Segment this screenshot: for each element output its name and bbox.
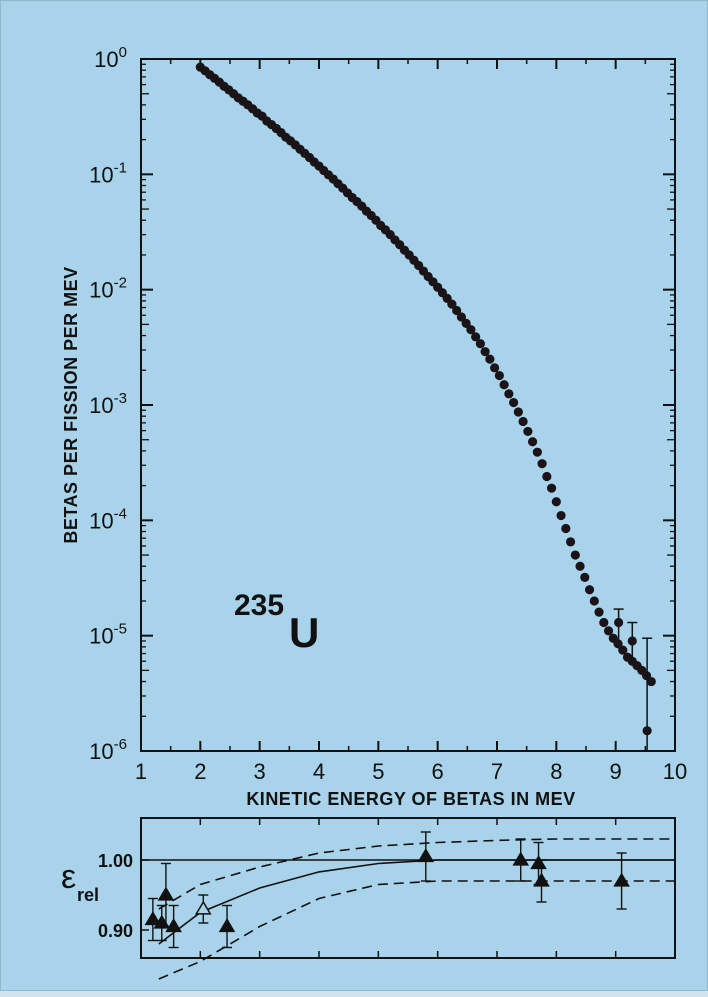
x-tick-label: 9 — [610, 759, 622, 784]
data-point — [523, 426, 533, 437]
data-point — [466, 325, 476, 335]
x-tick-label: 1 — [135, 759, 147, 784]
data-point — [546, 483, 557, 493]
x-tick-label: 8 — [550, 759, 562, 784]
efficiency-point — [613, 872, 630, 887]
y-tick-label: 10-3 — [89, 390, 127, 418]
data-point — [494, 370, 504, 381]
fit-curve — [158, 859, 675, 945]
x-tick-label: 10 — [663, 759, 687, 784]
band-upper — [158, 838, 675, 910]
data-point — [528, 437, 538, 447]
efficiency-axis-label-subscript: rel — [77, 885, 99, 905]
efficiency-plot-frame — [140, 817, 676, 959]
x-tick-label: 6 — [432, 759, 444, 784]
data-point — [556, 510, 566, 521]
efficiency-point — [157, 886, 175, 901]
data-point — [584, 585, 595, 595]
x-tick-label: 2 — [194, 759, 206, 784]
efficiency-point — [533, 872, 550, 887]
data-point — [603, 626, 614, 636]
efficiency-axis-label: ε — [61, 858, 76, 896]
efficiency-point — [165, 918, 182, 933]
data-point — [613, 639, 623, 649]
data-point — [589, 596, 599, 606]
efficiency-point — [144, 911, 162, 926]
efficiency-point — [218, 918, 236, 933]
x-tick-label: 4 — [313, 759, 325, 784]
data-point — [475, 339, 485, 349]
data-point — [456, 312, 466, 322]
isotope-mass-number: 235 — [234, 589, 284, 622]
data-point — [561, 523, 571, 534]
data-point — [447, 299, 457, 309]
data-point — [618, 645, 628, 655]
y-tick-label: 10-2 — [89, 275, 127, 303]
data-point — [599, 617, 609, 628]
efficiency-y-tick-label: 0.90 — [98, 921, 133, 941]
data-point — [646, 676, 656, 687]
data-point — [580, 572, 590, 583]
data-point — [575, 561, 585, 571]
data-point — [518, 416, 528, 427]
data-point — [480, 347, 490, 357]
data-point — [490, 363, 500, 373]
data-point — [504, 389, 514, 399]
x-tick-label: 7 — [491, 759, 503, 784]
data-point — [513, 407, 523, 417]
data-point — [485, 354, 495, 364]
efficiency-point — [530, 855, 547, 870]
data-point — [570, 550, 580, 560]
data-point — [532, 447, 542, 457]
x-axis-title: KINETIC ENERGY OF BETAS IN MEV — [246, 789, 575, 809]
data-point — [642, 726, 652, 736]
isotope-element: U — [289, 609, 319, 656]
y-tick-label: 10-5 — [89, 621, 127, 649]
data-point — [461, 318, 471, 328]
efficiency-y-tick-label: 1.00 — [98, 851, 133, 871]
data-point — [614, 617, 624, 628]
data-point — [471, 332, 481, 342]
data-point — [509, 397, 519, 408]
y-tick-label: 10-1 — [89, 159, 127, 187]
y-tick-label: 10-4 — [89, 505, 127, 533]
efficiency-point — [512, 851, 530, 866]
data-point — [551, 497, 561, 507]
efficiency-point-open — [194, 900, 212, 915]
data-point — [537, 459, 547, 469]
data-point — [542, 471, 552, 482]
x-tick-label: 3 — [254, 759, 266, 784]
main-plot-frame — [140, 58, 676, 752]
band-lower — [158, 880, 675, 980]
data-point — [627, 636, 637, 646]
y-tick-label: 100 — [94, 44, 127, 72]
data-point — [565, 537, 576, 547]
x-tick-label: 5 — [372, 759, 384, 784]
y-tick-label: 10-6 — [89, 736, 127, 764]
data-point — [452, 305, 462, 316]
efficiency-point — [417, 848, 435, 863]
data-point — [499, 380, 509, 390]
y-axis-title: BETAS PER FISSION PER MEV — [61, 266, 81, 543]
data-point — [594, 607, 604, 617]
